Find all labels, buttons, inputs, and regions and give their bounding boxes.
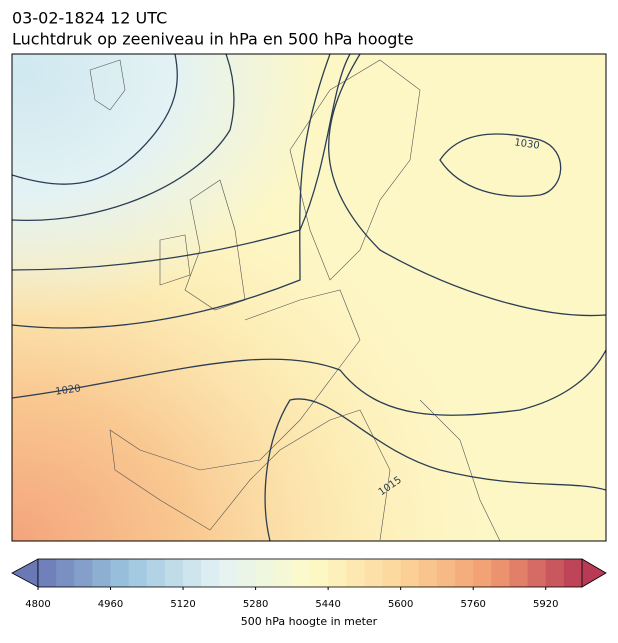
colorbar-tick-label: 4960	[98, 599, 123, 610]
colorbar-segment	[56, 559, 75, 587]
isobar	[12, 54, 351, 271]
colorbar-segment	[455, 559, 474, 587]
isobar	[12, 349, 606, 416]
colorbar-segment	[183, 559, 202, 587]
colorbar-segment	[473, 559, 492, 587]
colorbar-tick-label: 5120	[170, 599, 195, 610]
colorbar-segment	[38, 559, 57, 587]
title: 03-02-1824 12 UTC	[12, 9, 167, 28]
isobar-label: 1030	[514, 137, 541, 151]
colorbar-segment	[418, 559, 438, 587]
colorbar-segment	[237, 559, 257, 587]
colorbar-segment	[364, 559, 384, 587]
colorbar-segment	[400, 559, 420, 587]
colorbar-segment	[509, 559, 529, 587]
colorbar-frame	[37, 558, 583, 588]
colorbar-tick-label: 5760	[460, 599, 485, 610]
coastline	[89, 59, 501, 541]
colorbar-segment	[128, 559, 148, 587]
colorbar-segment	[291, 559, 311, 587]
colorbar-label: 500 hPa hoogte in meter	[241, 615, 378, 628]
colorbar: 4800 4960 5120 5280 5440 5600 5760 5920	[11, 558, 607, 610]
colorbar-segment	[328, 559, 347, 587]
isobar	[264, 398, 606, 541]
isobar	[439, 133, 562, 197]
colorbar-tick-label: 5280	[243, 599, 268, 610]
colorbar-segment	[346, 559, 365, 587]
colorbar-segment	[382, 559, 402, 587]
isobar	[12, 54, 178, 185]
colorbar-tick-label: 5440	[315, 599, 340, 610]
isobar	[12, 54, 606, 329]
colorbar-segment	[527, 559, 547, 587]
colorbar-segment	[201, 559, 220, 587]
colorbar-segment	[164, 559, 184, 587]
colorbar-segment	[110, 559, 130, 587]
colorbar-segment	[146, 559, 166, 587]
colorbar-segment	[92, 559, 112, 587]
colorbar-segment	[74, 559, 93, 587]
colorbar-extend-high	[581, 558, 607, 588]
colorbar-segment	[563, 559, 583, 587]
colorbar-segment	[545, 559, 565, 587]
map-frame	[11, 53, 607, 542]
colorbar-segment	[436, 559, 456, 587]
colorbar-segment	[310, 559, 329, 587]
colorbar-segment	[219, 559, 238, 587]
colorbar-extend-low	[11, 558, 39, 588]
colorbar-segment	[273, 559, 293, 587]
colorbar-tick-label: 4800	[25, 599, 50, 610]
colorbar-segment	[491, 559, 510, 587]
subtitle: Luchtdruk op zeeniveau in hPa en 500 hPa…	[12, 30, 414, 49]
colorbar-segment	[255, 559, 275, 587]
isobar	[12, 54, 235, 222]
colorbar-tick-label: 5920	[533, 599, 558, 610]
colorbar-tick-label: 5600	[388, 599, 413, 610]
isobar-label: 1020	[55, 383, 82, 397]
map: 1030 1020 1015	[12, 54, 606, 541]
